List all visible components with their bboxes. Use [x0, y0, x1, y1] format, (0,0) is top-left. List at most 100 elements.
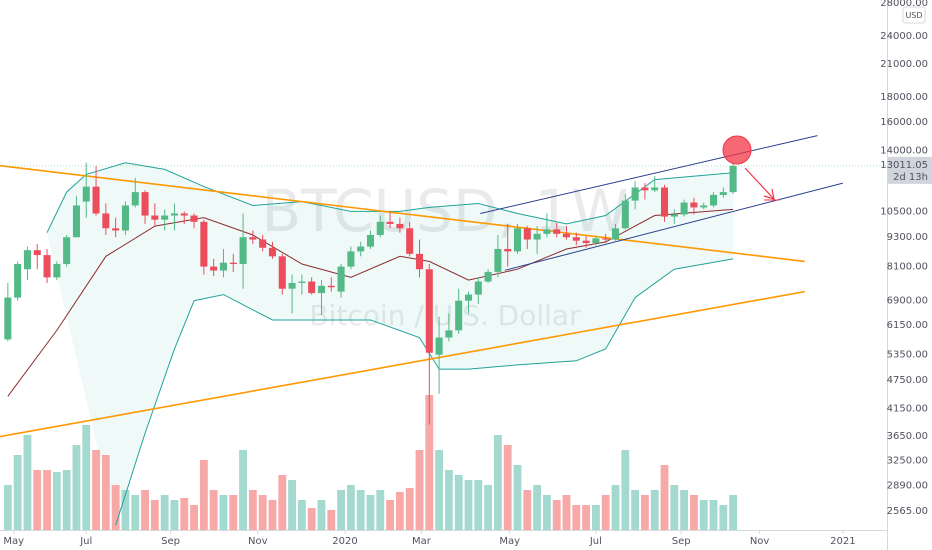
- volume-bar: [572, 505, 581, 530]
- candle-body: [131, 192, 139, 206]
- candle-body: [396, 223, 404, 229]
- y-tick-label: 6150.00: [887, 320, 928, 331]
- volume-bar: [268, 500, 277, 530]
- band-fill: [47, 162, 734, 526]
- volume-bar: [229, 495, 238, 530]
- volume-bar: [356, 490, 365, 530]
- candle-body: [523, 228, 531, 240]
- y-tick-label: 10500.00: [880, 206, 928, 217]
- volume-bar: [101, 455, 110, 530]
- volume-bar: [121, 490, 130, 530]
- arrow-head: [763, 188, 775, 200]
- x-tick-label: Sep: [161, 536, 180, 547]
- volume-bar: [415, 450, 424, 530]
- candle-body: [14, 263, 22, 298]
- trend-line: [0, 164, 805, 263]
- candle-body: [513, 228, 522, 252]
- volume-bar: [141, 490, 149, 530]
- volume-bar: [493, 435, 502, 530]
- candle-body: [63, 237, 71, 264]
- candle-body: [553, 229, 561, 234]
- volume-bar: [43, 470, 51, 530]
- volume-bar: [52, 472, 61, 530]
- volume-bar: [346, 485, 355, 530]
- candle-body: [347, 251, 355, 267]
- candle-body: [376, 221, 384, 235]
- candle-body: [278, 256, 286, 289]
- volume-bar: [190, 505, 198, 530]
- candle-body: [406, 228, 414, 254]
- volume-bar: [601, 495, 610, 530]
- volume-bar: [239, 450, 247, 530]
- plot-area: [0, 135, 887, 530]
- y-tick-label: 28000.00: [880, 0, 928, 9]
- candle-body: [357, 246, 365, 252]
- candle-body: [161, 215, 169, 220]
- volume-bar: [180, 498, 189, 530]
- volume-bar: [248, 490, 257, 530]
- candle-body: [631, 187, 639, 201]
- y-tick-label: 2890.00: [887, 481, 928, 492]
- candle-body: [82, 186, 90, 202]
- volume-bar: [709, 500, 718, 530]
- volume-bar: [92, 450, 100, 530]
- volume-bar: [131, 495, 140, 530]
- volume-bar: [464, 480, 473, 530]
- volume-bar: [170, 500, 179, 530]
- candle-body: [709, 194, 718, 206]
- candle-body: [386, 221, 394, 224]
- candle-body: [641, 187, 649, 191]
- candle-body: [33, 250, 41, 256]
- volume-bar: [13, 455, 22, 530]
- volume-bar: [288, 480, 296, 530]
- highlight-circle: [722, 135, 752, 165]
- volume-bar: [23, 435, 32, 530]
- volume-bar: [503, 445, 512, 530]
- volume-bar: [611, 485, 620, 530]
- candle-body: [680, 202, 688, 215]
- candle-body: [259, 239, 267, 248]
- y-tick-label: 9300.00: [887, 232, 928, 243]
- y-tick-label: 14000.00: [880, 145, 928, 156]
- candle-body: [611, 228, 620, 240]
- volume-bar: [72, 445, 81, 530]
- x-tick-label: May: [3, 536, 24, 547]
- candle-body: [317, 285, 326, 294]
- band-line: [115, 258, 734, 526]
- volume-bar: [621, 450, 630, 530]
- volume-bar: [719, 505, 728, 530]
- candle-body: [337, 266, 345, 292]
- x-tick-label: Mar: [412, 536, 432, 547]
- volume-bar: [689, 495, 698, 530]
- volume-bar: [150, 500, 159, 530]
- y-tick-label: 16000.00: [880, 117, 928, 128]
- volume-bar: [258, 495, 267, 530]
- watermark-description: Bitcoin / U.S. Dollar: [309, 299, 581, 332]
- y-tick-label: 6900.00: [887, 296, 928, 307]
- candle-body: [582, 240, 590, 244]
- volume-bar: [435, 450, 444, 530]
- candle-body: [141, 192, 149, 216]
- volume-bar: [376, 490, 385, 530]
- candle-body: [43, 255, 51, 278]
- candle-body: [572, 237, 580, 241]
- volume-bar: [297, 500, 306, 530]
- y-tick-label: 4750.00: [887, 375, 928, 386]
- candle-body: [366, 234, 375, 247]
- volume-bar: [582, 505, 591, 530]
- candle-body: [543, 229, 551, 234]
- candle-body: [425, 269, 433, 353]
- x-tick-label: Nov: [750, 536, 770, 547]
- price-axis: USD 28000.00 24000.00 21000.00 18000.00 1600…: [880, 0, 932, 517]
- volume-bar: [307, 508, 316, 530]
- candle-body: [190, 215, 198, 222]
- volume-bar: [562, 495, 571, 530]
- candle-body: [121, 205, 129, 231]
- trend-line: [0, 290, 805, 438]
- volume-bar: [729, 495, 738, 530]
- volume-bar: [670, 485, 679, 530]
- candle-body: [621, 200, 629, 229]
- candle-body: [719, 192, 727, 195]
